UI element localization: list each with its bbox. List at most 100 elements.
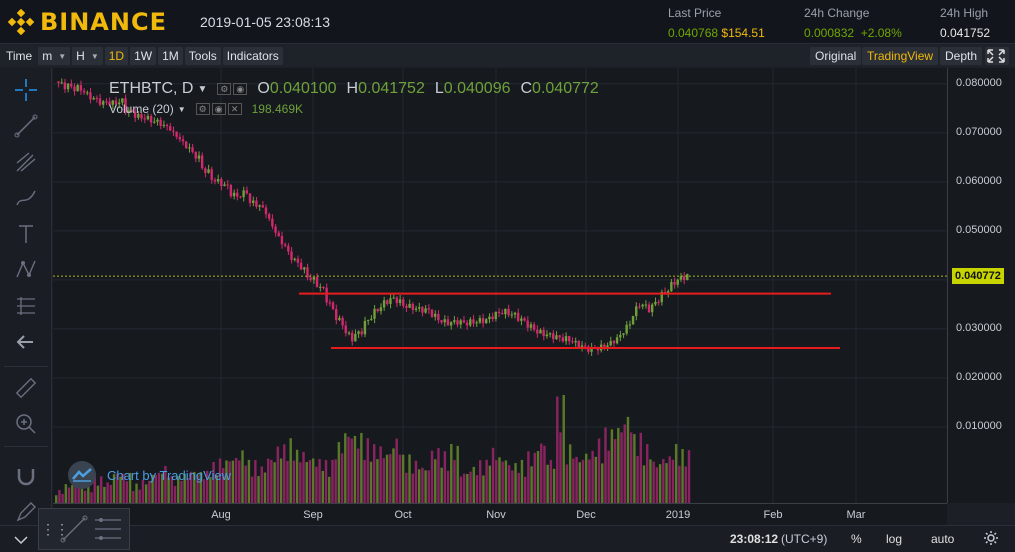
ruler-tool[interactable] — [10, 374, 42, 402]
hide-eye-icon[interactable]: ◉ — [211, 103, 226, 115]
close-value: 0.040772 — [532, 80, 599, 97]
settings-gear-icon[interactable]: ⚙ — [217, 83, 232, 95]
drawing-favorites-panel[interactable]: ⋮⋮ — [38, 508, 130, 550]
volume-bar — [376, 459, 379, 503]
volume-bar — [183, 473, 186, 503]
price-axis[interactable]: 0.0800000.0700000.0600000.0500000.040000… — [947, 68, 1015, 503]
log-scale-toggle[interactable]: log — [886, 532, 903, 546]
interval-1m-button[interactable]: 1M — [158, 47, 183, 65]
volume-bar — [379, 446, 382, 503]
candle-body — [427, 308, 430, 310]
volume-bar — [96, 485, 100, 503]
brush-tool[interactable] — [10, 184, 42, 212]
hide-eye-icon[interactable]: ◉ — [233, 83, 248, 95]
volume-bar — [231, 460, 235, 503]
auto-scale-toggle[interactable]: auto — [931, 532, 955, 546]
back-tool[interactable] — [10, 328, 42, 356]
settings-gear-icon[interactable]: ⚙ — [195, 103, 210, 115]
volume-bar — [112, 474, 116, 503]
indicators-button[interactable]: Indicators — [222, 47, 283, 65]
volume-bar — [427, 470, 431, 503]
volume-bar — [491, 447, 495, 503]
volume-bar — [459, 476, 463, 503]
original-view-button[interactable]: Original — [810, 47, 862, 65]
candle-body — [207, 169, 210, 173]
magnet-icon — [17, 469, 35, 486]
pencil-tool[interactable] — [10, 498, 42, 526]
measure-lines-icon[interactable] — [91, 512, 125, 546]
time-label: Time — [6, 49, 33, 63]
volume-bar — [543, 445, 546, 503]
binance-logo[interactable]: BINANCE — [8, 8, 167, 36]
percent-scale-toggle[interactable]: % — [851, 532, 862, 546]
volume-bar — [591, 450, 594, 503]
volume-bar — [668, 456, 671, 503]
trendline-icon[interactable] — [57, 512, 91, 546]
collapse-toolbar-button[interactable] — [6, 530, 36, 550]
tradingview-watermark[interactable]: Chart by TradingView — [67, 460, 231, 490]
zoom-tool[interactable] — [10, 410, 42, 438]
candle-body — [341, 317, 344, 326]
candle-body — [133, 111, 137, 118]
text-tool[interactable] — [10, 220, 42, 248]
candle-body — [223, 184, 226, 187]
candle-body — [360, 331, 363, 335]
price-tick-label: 0.010000 — [956, 419, 1002, 432]
volume-bar — [395, 438, 398, 503]
depth-view-button[interactable]: Depth — [940, 47, 983, 65]
volume-label[interactable]: Volume (20) — [109, 102, 174, 116]
minutes-dropdown[interactable]: m ▼ — [38, 47, 71, 65]
volume-bar — [80, 480, 84, 503]
crosshair-tool[interactable] — [10, 76, 42, 104]
tradingview-logo-icon — [68, 461, 96, 489]
pattern-tool[interactable] — [10, 256, 42, 284]
volume-bar — [440, 467, 443, 503]
chevron-down-icon[interactable]: ▼ — [177, 104, 186, 114]
candlestick-chart[interactable] — [53, 68, 947, 503]
tools-button[interactable]: Tools — [184, 47, 221, 65]
time-axis[interactable]: Aug Sep Oct Nov Dec 2019 Feb Mar — [53, 503, 947, 525]
tradingview-view-button[interactable]: TradingView — [862, 47, 939, 65]
close-icon[interactable]: ✕ — [227, 103, 242, 115]
price-chart[interactable]: ETHBTC, D ▼ ⚙ ◉ O 0.040100 H 0.041752 L 0.0… — [53, 68, 947, 503]
chevron-down-icon: ▼ — [90, 51, 99, 61]
drawing-toolbar — [0, 68, 52, 552]
volume-bar — [485, 459, 488, 503]
ruler-icon — [15, 377, 37, 399]
trendline-tool[interactable] — [10, 112, 42, 140]
volume-bar — [533, 452, 537, 503]
drag-handle-icon[interactable]: ⋮⋮ — [41, 520, 69, 537]
candle-body — [421, 307, 424, 313]
volume-bar — [164, 465, 167, 503]
prediction-tool[interactable] — [10, 292, 42, 320]
candle-body — [564, 336, 568, 342]
chevron-down-icon[interactable]: ▼ — [197, 83, 208, 95]
candle-body — [453, 320, 456, 323]
candle-body — [159, 119, 162, 126]
volume-bar — [430, 450, 434, 503]
volume-bar — [238, 460, 241, 503]
volume-bar — [572, 458, 575, 503]
candle-body — [63, 82, 67, 90]
interval-1d-button[interactable]: 1D — [104, 47, 129, 65]
toolbar-divider — [4, 446, 48, 447]
fib-tool[interactable] — [10, 148, 42, 176]
high-value: 0.041752 — [940, 26, 991, 40]
interval-1w-button[interactable]: 1W — [130, 47, 157, 65]
volume-bar — [260, 466, 263, 503]
magnet-tool[interactable] — [10, 462, 42, 490]
fullscreen-button[interactable] — [985, 47, 1009, 65]
candle-body — [153, 121, 156, 123]
volume-bar — [353, 435, 357, 503]
volume-bar — [607, 450, 610, 503]
volume-bar — [186, 478, 190, 503]
candle-body — [663, 291, 667, 294]
volume-bar — [148, 480, 151, 503]
chart-settings-button[interactable] — [983, 530, 999, 549]
volume-bar — [119, 476, 122, 503]
hours-dropdown[interactable]: H ▼ — [72, 47, 103, 65]
volume-bar — [466, 473, 469, 503]
timezone-label[interactable]: (UTC+9) — [781, 532, 828, 546]
symbol-label[interactable]: ETHBTC, D — [109, 80, 194, 97]
volume-bar — [161, 473, 164, 503]
